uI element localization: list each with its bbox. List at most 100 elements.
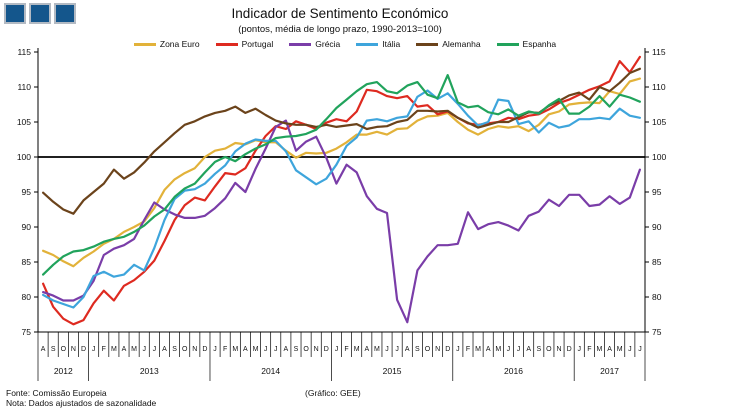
month-label: J [628, 346, 632, 353]
month-label: D [324, 346, 329, 353]
logo-square [54, 3, 76, 24]
footer-credit: (Gráfico: GEE) [305, 388, 361, 398]
month-label: J [213, 346, 217, 353]
month-label: F [466, 346, 470, 353]
series-line-alemanha [41, 67, 642, 215]
legend-label: Itália [382, 39, 401, 49]
legend-swatch-alemanha [416, 42, 439, 46]
month-label: J [507, 346, 511, 353]
month-label: J [264, 346, 268, 353]
legend-swatch-espanha [496, 42, 519, 46]
month-label: J [517, 346, 521, 353]
year-label: 2017 [600, 366, 619, 376]
chart-legend: Zona Euro Portugal Grécia Itália Alemanha Esp… [0, 39, 690, 49]
month-label: O [61, 346, 67, 353]
legend-item-zona-euro: Zona Euro [133, 39, 200, 49]
month-label: F [587, 346, 591, 353]
y-axis-label-right: 110 [652, 82, 666, 92]
month-label: N [314, 346, 319, 353]
month-label: J [274, 346, 278, 353]
month-label: J [335, 346, 339, 353]
month-label: S [51, 346, 56, 353]
legend-swatch-grecia [289, 42, 312, 46]
year-label: 2013 [140, 366, 159, 376]
y-axis-label-right: 85 [652, 257, 662, 267]
month-label: F [223, 346, 227, 353]
y-axis-label-left: 110 [17, 82, 31, 92]
month-label: M [354, 346, 360, 353]
month-label: J [456, 346, 460, 353]
month-label: A [284, 346, 289, 353]
y-axis-label-right: 115 [652, 47, 666, 57]
month-label: S [294, 346, 299, 353]
legend-label: Portugal [241, 39, 274, 49]
legend-swatch-portugal [215, 42, 238, 46]
month-label: M [253, 346, 259, 353]
month-label: J [577, 346, 581, 353]
month-label: F [102, 346, 106, 353]
month-label: M [111, 346, 117, 353]
month-label: D [81, 346, 86, 353]
month-label: A [162, 346, 167, 353]
legend-swatch-zona-euro [133, 42, 156, 46]
year-label: 2015 [383, 366, 402, 376]
series-line-italia [41, 89, 642, 309]
month-label: S [415, 346, 420, 353]
y-axis-label-left: 90 [22, 222, 32, 232]
month-label: A [486, 346, 491, 353]
month-label: A [41, 346, 46, 353]
legend-item-italia: Itália [356, 39, 400, 49]
legend-swatch-italia [356, 42, 379, 46]
legend-label: Espanha [522, 39, 557, 49]
month-label: S [536, 346, 541, 353]
y-axis-label-right: 95 [652, 187, 662, 197]
chart-subtitle: (pontos, média de longo prazo, 1990-2013… [238, 24, 442, 35]
month-label: O [182, 346, 188, 353]
month-label: A [526, 346, 531, 353]
series-line-portugal [41, 55, 642, 326]
y-axis-label-right: 105 [652, 117, 666, 127]
legend-item-portugal: Portugal [215, 39, 274, 49]
y-axis-label-left: 100 [17, 152, 31, 162]
month-label: M [475, 346, 481, 353]
legend-label: Grécia [315, 39, 341, 49]
month-label: A [607, 346, 612, 353]
month-label: N [192, 346, 197, 353]
legend-item-espanha: Espanha [496, 39, 557, 49]
month-label: D [202, 346, 207, 353]
month-label: J [92, 346, 96, 353]
y-axis-label-right: 100 [652, 152, 666, 162]
legend-item-alemanha: Alemanha [416, 39, 481, 49]
month-label: M [131, 346, 137, 353]
month-label: A [364, 346, 369, 353]
y-axis-label-left: 95 [22, 187, 32, 197]
month-label: M [495, 346, 501, 353]
footer-note: Nota: Dados ajustados de sazonalidade [6, 398, 157, 408]
y-axis-label-right: 75 [652, 327, 662, 337]
year-label: 2016 [504, 366, 523, 376]
gee-logo [4, 3, 76, 24]
y-axis-label-left: 85 [22, 257, 32, 267]
legend-item-grecia: Grécia [289, 39, 340, 49]
y-axis-label-right: 90 [652, 222, 662, 232]
month-label: M [374, 346, 380, 353]
y-axis-label-right: 80 [652, 292, 662, 302]
month-label: D [567, 346, 572, 353]
month-label: N [556, 346, 561, 353]
footer-source: Fonte: Comissão Europeia [6, 388, 107, 398]
year-label: 2014 [261, 366, 280, 376]
month-label: M [617, 346, 623, 353]
month-label: J [385, 346, 389, 353]
y-axis-label-left: 75 [22, 327, 32, 337]
month-label: M [597, 346, 603, 353]
month-label: J [638, 346, 642, 353]
month-label: O [425, 346, 431, 353]
logo-square [29, 3, 51, 24]
month-label: N [71, 346, 76, 353]
legend-label: Zona Euro [159, 39, 200, 49]
y-axis-label-left: 115 [17, 47, 31, 57]
month-label: M [232, 346, 238, 353]
series-line-grecia [41, 119, 642, 324]
logo-square [4, 3, 26, 24]
